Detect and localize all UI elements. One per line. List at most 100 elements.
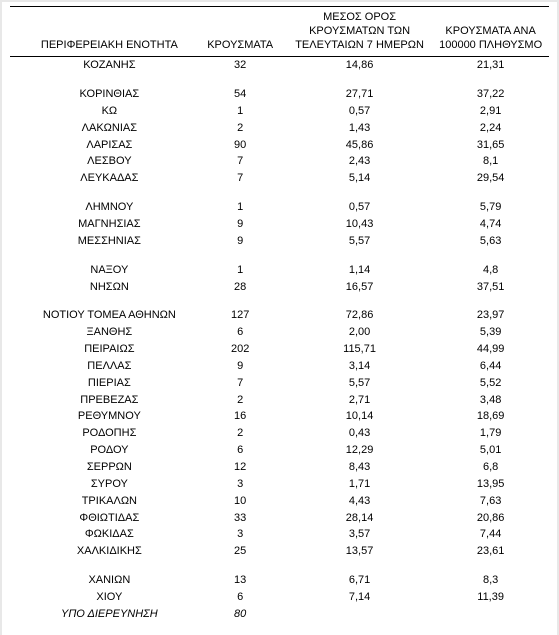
per100k-cell [432, 606, 549, 623]
table-row: ΛΑΚΩΝΙΑΣ21,432,24 [10, 120, 549, 137]
table-row: ΤΡΙΚΑΛΩΝ104,437,63 [10, 493, 549, 510]
header-per100k: ΚΡΟΥΣΜΑΤΑ ΑΝΑ 100000 ΠΛΗΘΥΣΜΟ [432, 7, 549, 57]
table-row: ΚΟΡΙΝΘΙΑΣ5427,7137,22 [10, 86, 549, 103]
table-row: ΡΟΔΟΥ612,295,01 [10, 442, 549, 459]
table-row: ΧΑΛΚΙΔΙΚΗΣ2513,5723,61 [10, 543, 549, 560]
region-cell: ΣΕΡΡΩΝ [25, 459, 193, 476]
table-row: ΛΗΜΝΟΥ10,575,79 [10, 199, 549, 216]
region-cell: ΝΗΣΩΝ [25, 279, 193, 296]
table-row: ΛΕΣΒΟΥ72,438,1 [10, 153, 549, 170]
table-row: ΧΑΝΙΩΝ136,718,3 [10, 572, 549, 589]
row-index [10, 442, 25, 459]
row-index [10, 476, 25, 493]
per100k-cell: 5,79 [432, 199, 549, 216]
group-spacer [10, 187, 549, 199]
row-index [10, 408, 25, 425]
region-cell: ΠΕΛΛΑΣ [25, 358, 193, 375]
per100k-cell: 7,44 [432, 526, 549, 543]
table-row: ΝΗΣΩΝ2816,5737,51 [10, 279, 549, 296]
page: ΠΕΡΙΦΕΡΕΙΑΚΗ ΕΝΟΤΗΤΑ ΚΡΟΥΣΜΑΤΑ ΜΕΣΟΣ ΟΡΟ… [2, 2, 557, 635]
header-avg7: ΜΕΣΟΣ ΟΡΟΣ ΚΡΟΥΣΜΑΤΩΝ ΤΩΝ ΤΕΛΕΥΤΑΙΩΝ 7 Η… [287, 7, 432, 57]
table-row: ΚΩ10,572,91 [10, 103, 549, 120]
cases-cell: 6 [194, 589, 287, 606]
per100k-cell: 5,52 [432, 375, 549, 392]
cases-cell: 6 [194, 324, 287, 341]
table-row: ΠΡΕΒΕΖΑΣ22,713,48 [10, 392, 549, 409]
group-spacer [10, 560, 549, 572]
header-cases: ΚΡΟΥΣΜΑΤΑ [194, 7, 287, 57]
per100k-cell: 1,79 [432, 425, 549, 442]
table-row: ΝΟΤΙΟΥ ΤΟΜΕΑ ΑΘΗΝΩΝ12772,8623,97 [10, 307, 549, 324]
table-row: ΞΑΝΘΗΣ62,005,39 [10, 324, 549, 341]
region-cell: ΠΙΕΡΙΑΣ [25, 375, 193, 392]
cases-cell: 90 [194, 137, 287, 154]
row-index [10, 137, 25, 154]
cases-cell: 25 [194, 543, 287, 560]
per100k-cell: 5,01 [432, 442, 549, 459]
cases-cell: 3 [194, 526, 287, 543]
row-index [10, 375, 25, 392]
cases-cell: 13 [194, 572, 287, 589]
table-row: ΜΕΣΣΗΝΙΑΣ95,575,63 [10, 233, 549, 250]
avg7-cell: 1,71 [287, 476, 432, 493]
cases-cell: 32 [194, 57, 287, 74]
table-row: ΜΑΓΝΗΣΙΑΣ910,434,74 [10, 216, 549, 233]
region-cell: ΧΑΝΙΩΝ [25, 572, 193, 589]
cases-cell: 202 [194, 341, 287, 358]
avg7-cell: 72,86 [287, 307, 432, 324]
avg7-cell: 0,57 [287, 103, 432, 120]
cases-cell: 7 [194, 153, 287, 170]
table-row: ΛΕΥΚΑΔΑΣ75,1429,54 [10, 170, 549, 187]
table-row: ΠΕΛΛΑΣ93,146,44 [10, 358, 549, 375]
avg7-cell: 2,00 [287, 324, 432, 341]
row-index [10, 526, 25, 543]
region-cell: ΛΑΡΙΣΑΣ [25, 137, 193, 154]
per100k-cell: 2,91 [432, 103, 549, 120]
avg7-cell: 2,71 [287, 392, 432, 409]
row-index [10, 589, 25, 606]
cases-cell: 2 [194, 120, 287, 137]
cases-cell: 16 [194, 408, 287, 425]
per100k-cell: 37,51 [432, 279, 549, 296]
table-row: ΡΕΘΥΜΝΟΥ1610,1418,69 [10, 408, 549, 425]
per100k-cell: 8,3 [432, 572, 549, 589]
cases-cell: 10 [194, 493, 287, 510]
avg7-cell: 3,14 [287, 358, 432, 375]
cases-cell: 54 [194, 86, 287, 103]
table-row: ΦΩΚΙΔΑΣ33,577,44 [10, 526, 549, 543]
region-cell: ΡΟΔΟΥ [25, 442, 193, 459]
avg7-cell: 45,86 [287, 137, 432, 154]
table-row: ΠΙΕΡΙΑΣ75,575,52 [10, 375, 549, 392]
region-cell: ΝΑΞΟΥ [25, 262, 193, 279]
covid-table: ΠΕΡΙΦΕΡΕΙΑΚΗ ΕΝΟΤΗΤΑ ΚΡΟΥΣΜΑΤΑ ΜΕΣΟΣ ΟΡΟ… [10, 6, 549, 623]
per100k-cell: 2,24 [432, 120, 549, 137]
table-row: ΦΘΙΩΤΙΔΑΣ3328,1420,86 [10, 510, 549, 527]
region-cell: ΚΟΡΙΝΘΙΑΣ [25, 86, 193, 103]
cases-cell: 1 [194, 199, 287, 216]
per100k-cell: 37,22 [432, 86, 549, 103]
row-index [10, 358, 25, 375]
avg7-cell [287, 606, 432, 623]
region-cell: ΥΠΟ ΔΙΕΡΕΥΝΗΣΗ [25, 606, 193, 623]
cases-cell: 80 [194, 606, 287, 623]
avg7-cell: 13,57 [287, 543, 432, 560]
row-index [10, 493, 25, 510]
row-index [10, 341, 25, 358]
avg7-cell: 12,29 [287, 442, 432, 459]
region-cell: ΡΟΔΟΠΗΣ [25, 425, 193, 442]
avg7-cell: 5,14 [287, 170, 432, 187]
region-cell: ΦΩΚΙΔΑΣ [25, 526, 193, 543]
region-cell: ΠΕΙΡΑΙΩΣ [25, 341, 193, 358]
cases-cell: 2 [194, 425, 287, 442]
avg7-cell: 2,43 [287, 153, 432, 170]
group-spacer [10, 74, 549, 86]
avg7-cell: 3,57 [287, 526, 432, 543]
cases-cell: 28 [194, 279, 287, 296]
region-cell: ΧΙΟΥ [25, 589, 193, 606]
row-index [10, 392, 25, 409]
avg7-cell: 1,43 [287, 120, 432, 137]
region-cell: ΤΡΙΚΑΛΩΝ [25, 493, 193, 510]
region-cell: ΡΕΘΥΜΝΟΥ [25, 408, 193, 425]
row-index [10, 307, 25, 324]
cases-cell: 7 [194, 375, 287, 392]
